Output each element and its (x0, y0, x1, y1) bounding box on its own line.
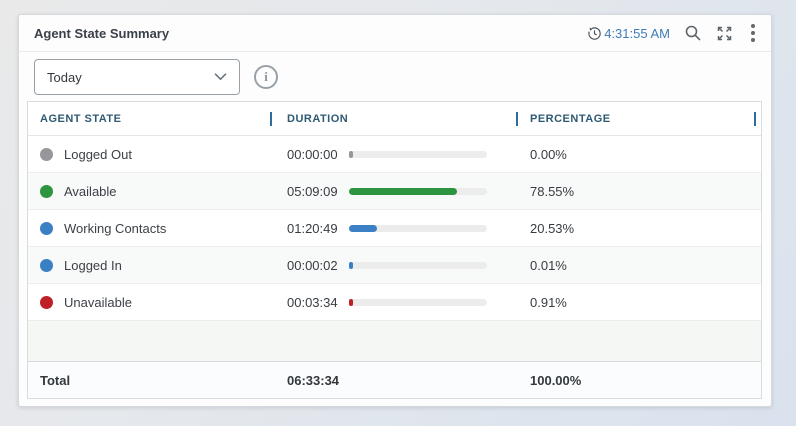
date-range-select[interactable]: Today (34, 59, 240, 95)
state-label: Unavailable (64, 294, 132, 310)
table-row: Logged Out 00:00:00 0.00% (28, 136, 761, 173)
percentage-value: 78.55% (530, 183, 575, 199)
state-color-dot (40, 295, 53, 309)
column-header-percentage: PERCENTAGE (516, 113, 761, 125)
chevron-down-icon (214, 68, 227, 86)
agent-state-table: AGENT STATE DURATION PERCENTAGE Logged O… (27, 101, 762, 399)
kebab-menu-icon[interactable] (747, 22, 759, 44)
duration-value: 00:00:02 (287, 257, 338, 273)
last-refresh-time: 4:31:55 AM (604, 25, 670, 41)
state-color-dot (40, 184, 53, 198)
info-icon[interactable]: i (254, 65, 278, 89)
percentage-value: 0.01% (530, 257, 567, 273)
widget-title: Agent State Summary (34, 25, 170, 41)
table-header-row: AGENT STATE DURATION PERCENTAGE (28, 102, 761, 136)
last-refresh: 4:31:55 AM (587, 26, 670, 41)
agent-state-summary-widget: Agent State Summary 4:31:55 AM (18, 14, 772, 407)
table-row: Unavailable 00:03:34 0.91% (28, 284, 761, 321)
state-color-dot (40, 147, 53, 161)
column-header-duration: DURATION (270, 113, 516, 125)
state-label: Working Contacts (64, 220, 167, 236)
percentage-value: 20.53% (530, 220, 575, 236)
table-row: Working Contacts 01:20:49 20.53% (28, 210, 761, 247)
duration-bar (349, 261, 487, 269)
date-range-value: Today (47, 69, 82, 85)
table-empty-area (28, 321, 761, 362)
state-label: Logged In (64, 257, 122, 273)
widget-header: Agent State Summary 4:31:55 AM (19, 15, 771, 52)
widget-toolbar: Today i (19, 52, 771, 102)
state-label: Available (64, 183, 117, 199)
zoom-icon[interactable] (684, 24, 702, 42)
duration-value: 00:00:00 (287, 146, 338, 162)
duration-value: 00:03:34 (287, 294, 338, 310)
total-label: Total (40, 372, 71, 388)
duration-bar (349, 187, 487, 195)
state-color-dot (40, 221, 53, 235)
duration-bar (349, 298, 487, 306)
total-row: Total 06:33:34 100.00% (28, 362, 761, 398)
clock-history-icon (587, 26, 602, 41)
table-row: Logged In 00:00:02 0.01% (28, 247, 761, 284)
state-label: Logged Out (64, 146, 132, 162)
column-header-agent-state: AGENT STATE (40, 112, 122, 125)
duration-bar (349, 150, 487, 158)
percentage-value: 0.91% (530, 294, 567, 310)
state-color-dot (40, 258, 53, 272)
expand-icon[interactable] (716, 25, 733, 42)
widget-header-actions: 4:31:55 AM (587, 22, 759, 44)
total-duration: 06:33:34 (287, 372, 340, 388)
total-percentage: 100.00% (530, 372, 582, 388)
percentage-value: 0.00% (530, 146, 567, 162)
duration-value: 01:20:49 (287, 220, 338, 236)
duration-bar (349, 224, 487, 232)
table-row: Available 05:09:09 78.55% (28, 173, 761, 210)
duration-value: 05:09:09 (287, 183, 338, 199)
